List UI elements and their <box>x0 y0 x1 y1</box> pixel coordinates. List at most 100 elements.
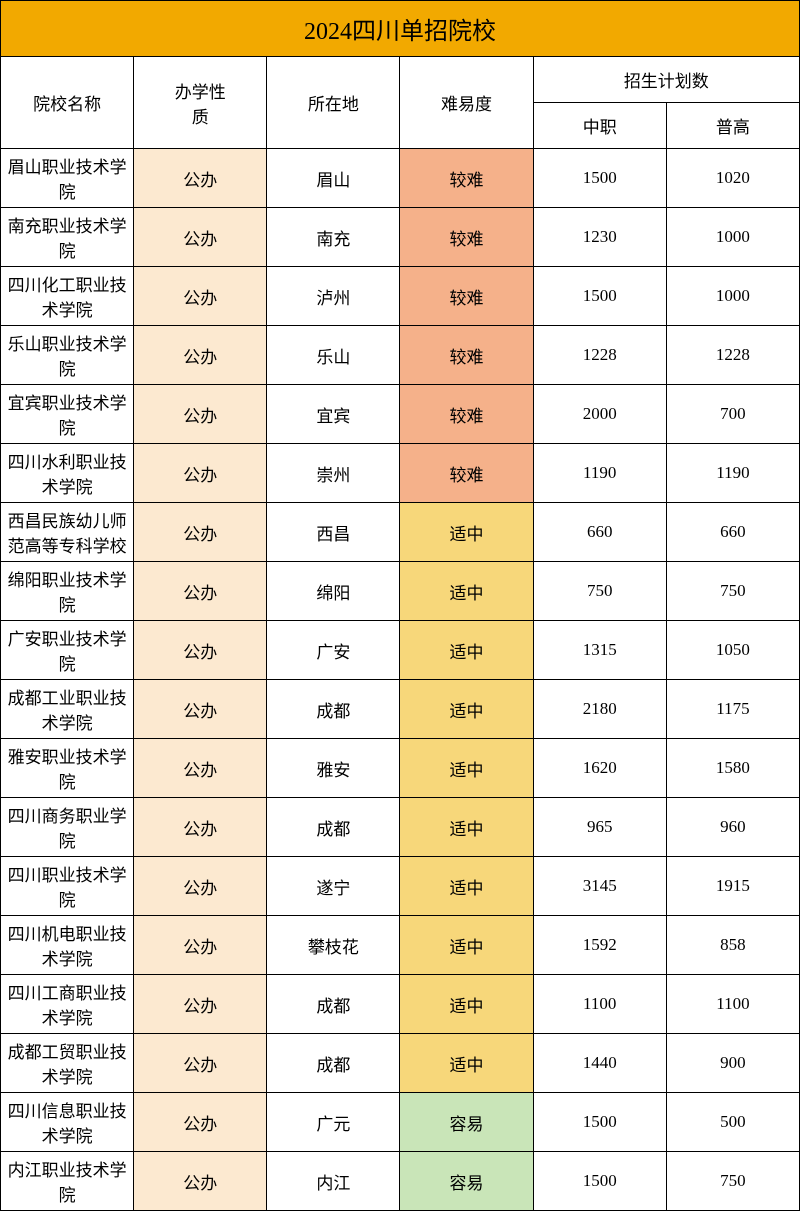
cell-zhongzhi: 1500 <box>533 1093 666 1152</box>
cell-type: 公办 <box>134 326 267 385</box>
cell-difficulty: 较难 <box>400 149 533 208</box>
header-pugao: 普高 <box>666 103 799 149</box>
cell-difficulty: 较难 <box>400 444 533 503</box>
cell-zhongzhi: 1100 <box>533 975 666 1034</box>
cell-type: 公办 <box>134 680 267 739</box>
table-row: 四川职业技术学院公办遂宁适中31451915 <box>1 857 800 916</box>
cell-zhongzhi: 750 <box>533 562 666 621</box>
cell-name: 雅安职业技术学院 <box>1 739 134 798</box>
cell-difficulty: 容易 <box>400 1093 533 1152</box>
cell-zhongzhi: 1315 <box>533 621 666 680</box>
table-row: 四川工商职业技术学院公办成都适中11001100 <box>1 975 800 1034</box>
cell-name: 广安职业技术学院 <box>1 621 134 680</box>
cell-location: 崇州 <box>267 444 400 503</box>
cell-location: 泸州 <box>267 267 400 326</box>
cell-pugao: 1000 <box>666 267 799 326</box>
cell-zhongzhi: 965 <box>533 798 666 857</box>
cell-pugao: 1000 <box>666 208 799 267</box>
header-name: 院校名称 <box>1 57 134 149</box>
cell-type: 公办 <box>134 975 267 1034</box>
cell-difficulty: 适中 <box>400 916 533 975</box>
cell-difficulty: 适中 <box>400 1034 533 1093</box>
cell-zhongzhi: 1620 <box>533 739 666 798</box>
cell-name: 成都工贸职业技术学院 <box>1 1034 134 1093</box>
table-row: 乐山职业技术学院公办乐山较难12281228 <box>1 326 800 385</box>
cell-location: 南充 <box>267 208 400 267</box>
cell-name: 四川水利职业技术学院 <box>1 444 134 503</box>
cell-location: 眉山 <box>267 149 400 208</box>
cell-type: 公办 <box>134 739 267 798</box>
header-plan: 招生计划数 <box>533 57 799 103</box>
cell-location: 内江 <box>267 1152 400 1211</box>
cell-pugao: 858 <box>666 916 799 975</box>
cell-zhongzhi: 2180 <box>533 680 666 739</box>
cell-location: 成都 <box>267 1034 400 1093</box>
cell-difficulty: 较难 <box>400 326 533 385</box>
data-table: 2024四川单招院校 院校名称 办学性质 所在地 难易度 招生计划数 中职 普高… <box>0 0 800 1211</box>
header-row-1: 院校名称 办学性质 所在地 难易度 招生计划数 <box>1 57 800 103</box>
header-type: 办学性质 <box>134 57 267 149</box>
table-row: 内江职业技术学院公办内江容易1500750 <box>1 1152 800 1211</box>
cell-name: 成都工业职业技术学院 <box>1 680 134 739</box>
cell-type: 公办 <box>134 444 267 503</box>
cell-zhongzhi: 1592 <box>533 916 666 975</box>
cell-pugao: 900 <box>666 1034 799 1093</box>
cell-difficulty: 适中 <box>400 857 533 916</box>
table-row: 四川化工职业技术学院公办泸州较难15001000 <box>1 267 800 326</box>
table-row: 成都工业职业技术学院公办成都适中21801175 <box>1 680 800 739</box>
cell-pugao: 1050 <box>666 621 799 680</box>
cell-pugao: 960 <box>666 798 799 857</box>
cell-name: 内江职业技术学院 <box>1 1152 134 1211</box>
cell-name: 四川职业技术学院 <box>1 857 134 916</box>
cell-name: 四川信息职业技术学院 <box>1 1093 134 1152</box>
cell-type: 公办 <box>134 208 267 267</box>
cell-name: 南充职业技术学院 <box>1 208 134 267</box>
cell-type: 公办 <box>134 385 267 444</box>
cell-pugao: 1915 <box>666 857 799 916</box>
table-row: 宜宾职业技术学院公办宜宾较难2000700 <box>1 385 800 444</box>
cell-zhongzhi: 1190 <box>533 444 666 503</box>
cell-difficulty: 适中 <box>400 739 533 798</box>
cell-zhongzhi: 1500 <box>533 267 666 326</box>
cell-location: 广安 <box>267 621 400 680</box>
cell-difficulty: 适中 <box>400 680 533 739</box>
cell-pugao: 1020 <box>666 149 799 208</box>
header-zhongzhi: 中职 <box>533 103 666 149</box>
cell-location: 绵阳 <box>267 562 400 621</box>
cell-difficulty: 适中 <box>400 975 533 1034</box>
cell-type: 公办 <box>134 916 267 975</box>
table-row: 广安职业技术学院公办广安适中13151050 <box>1 621 800 680</box>
table-container: 2024四川单招院校 院校名称 办学性质 所在地 难易度 招生计划数 中职 普高… <box>0 0 800 1211</box>
cell-location: 乐山 <box>267 326 400 385</box>
title-row: 2024四川单招院校 <box>1 1 800 57</box>
table-row: 四川机电职业技术学院公办攀枝花适中1592858 <box>1 916 800 975</box>
table-row: 绵阳职业技术学院公办绵阳适中750750 <box>1 562 800 621</box>
cell-location: 宜宾 <box>267 385 400 444</box>
cell-name: 绵阳职业技术学院 <box>1 562 134 621</box>
cell-type: 公办 <box>134 798 267 857</box>
cell-location: 成都 <box>267 680 400 739</box>
cell-name: 四川工商职业技术学院 <box>1 975 134 1034</box>
cell-type: 公办 <box>134 562 267 621</box>
table-title: 2024四川单招院校 <box>1 1 800 57</box>
cell-name: 宜宾职业技术学院 <box>1 385 134 444</box>
cell-location: 攀枝花 <box>267 916 400 975</box>
table-row: 南充职业技术学院公办南充较难12301000 <box>1 208 800 267</box>
cell-type: 公办 <box>134 857 267 916</box>
cell-difficulty: 适中 <box>400 798 533 857</box>
cell-location: 成都 <box>267 798 400 857</box>
cell-pugao: 1190 <box>666 444 799 503</box>
cell-pugao: 1580 <box>666 739 799 798</box>
cell-zhongzhi: 1500 <box>533 149 666 208</box>
cell-zhongzhi: 1228 <box>533 326 666 385</box>
cell-location: 遂宁 <box>267 857 400 916</box>
cell-pugao: 700 <box>666 385 799 444</box>
cell-location: 西昌 <box>267 503 400 562</box>
table-row: 四川信息职业技术学院公办广元容易1500500 <box>1 1093 800 1152</box>
cell-difficulty: 容易 <box>400 1152 533 1211</box>
table-row: 眉山职业技术学院公办眉山较难15001020 <box>1 149 800 208</box>
header-difficulty: 难易度 <box>400 57 533 149</box>
cell-zhongzhi: 660 <box>533 503 666 562</box>
cell-type: 公办 <box>134 1093 267 1152</box>
cell-name: 四川商务职业学院 <box>1 798 134 857</box>
